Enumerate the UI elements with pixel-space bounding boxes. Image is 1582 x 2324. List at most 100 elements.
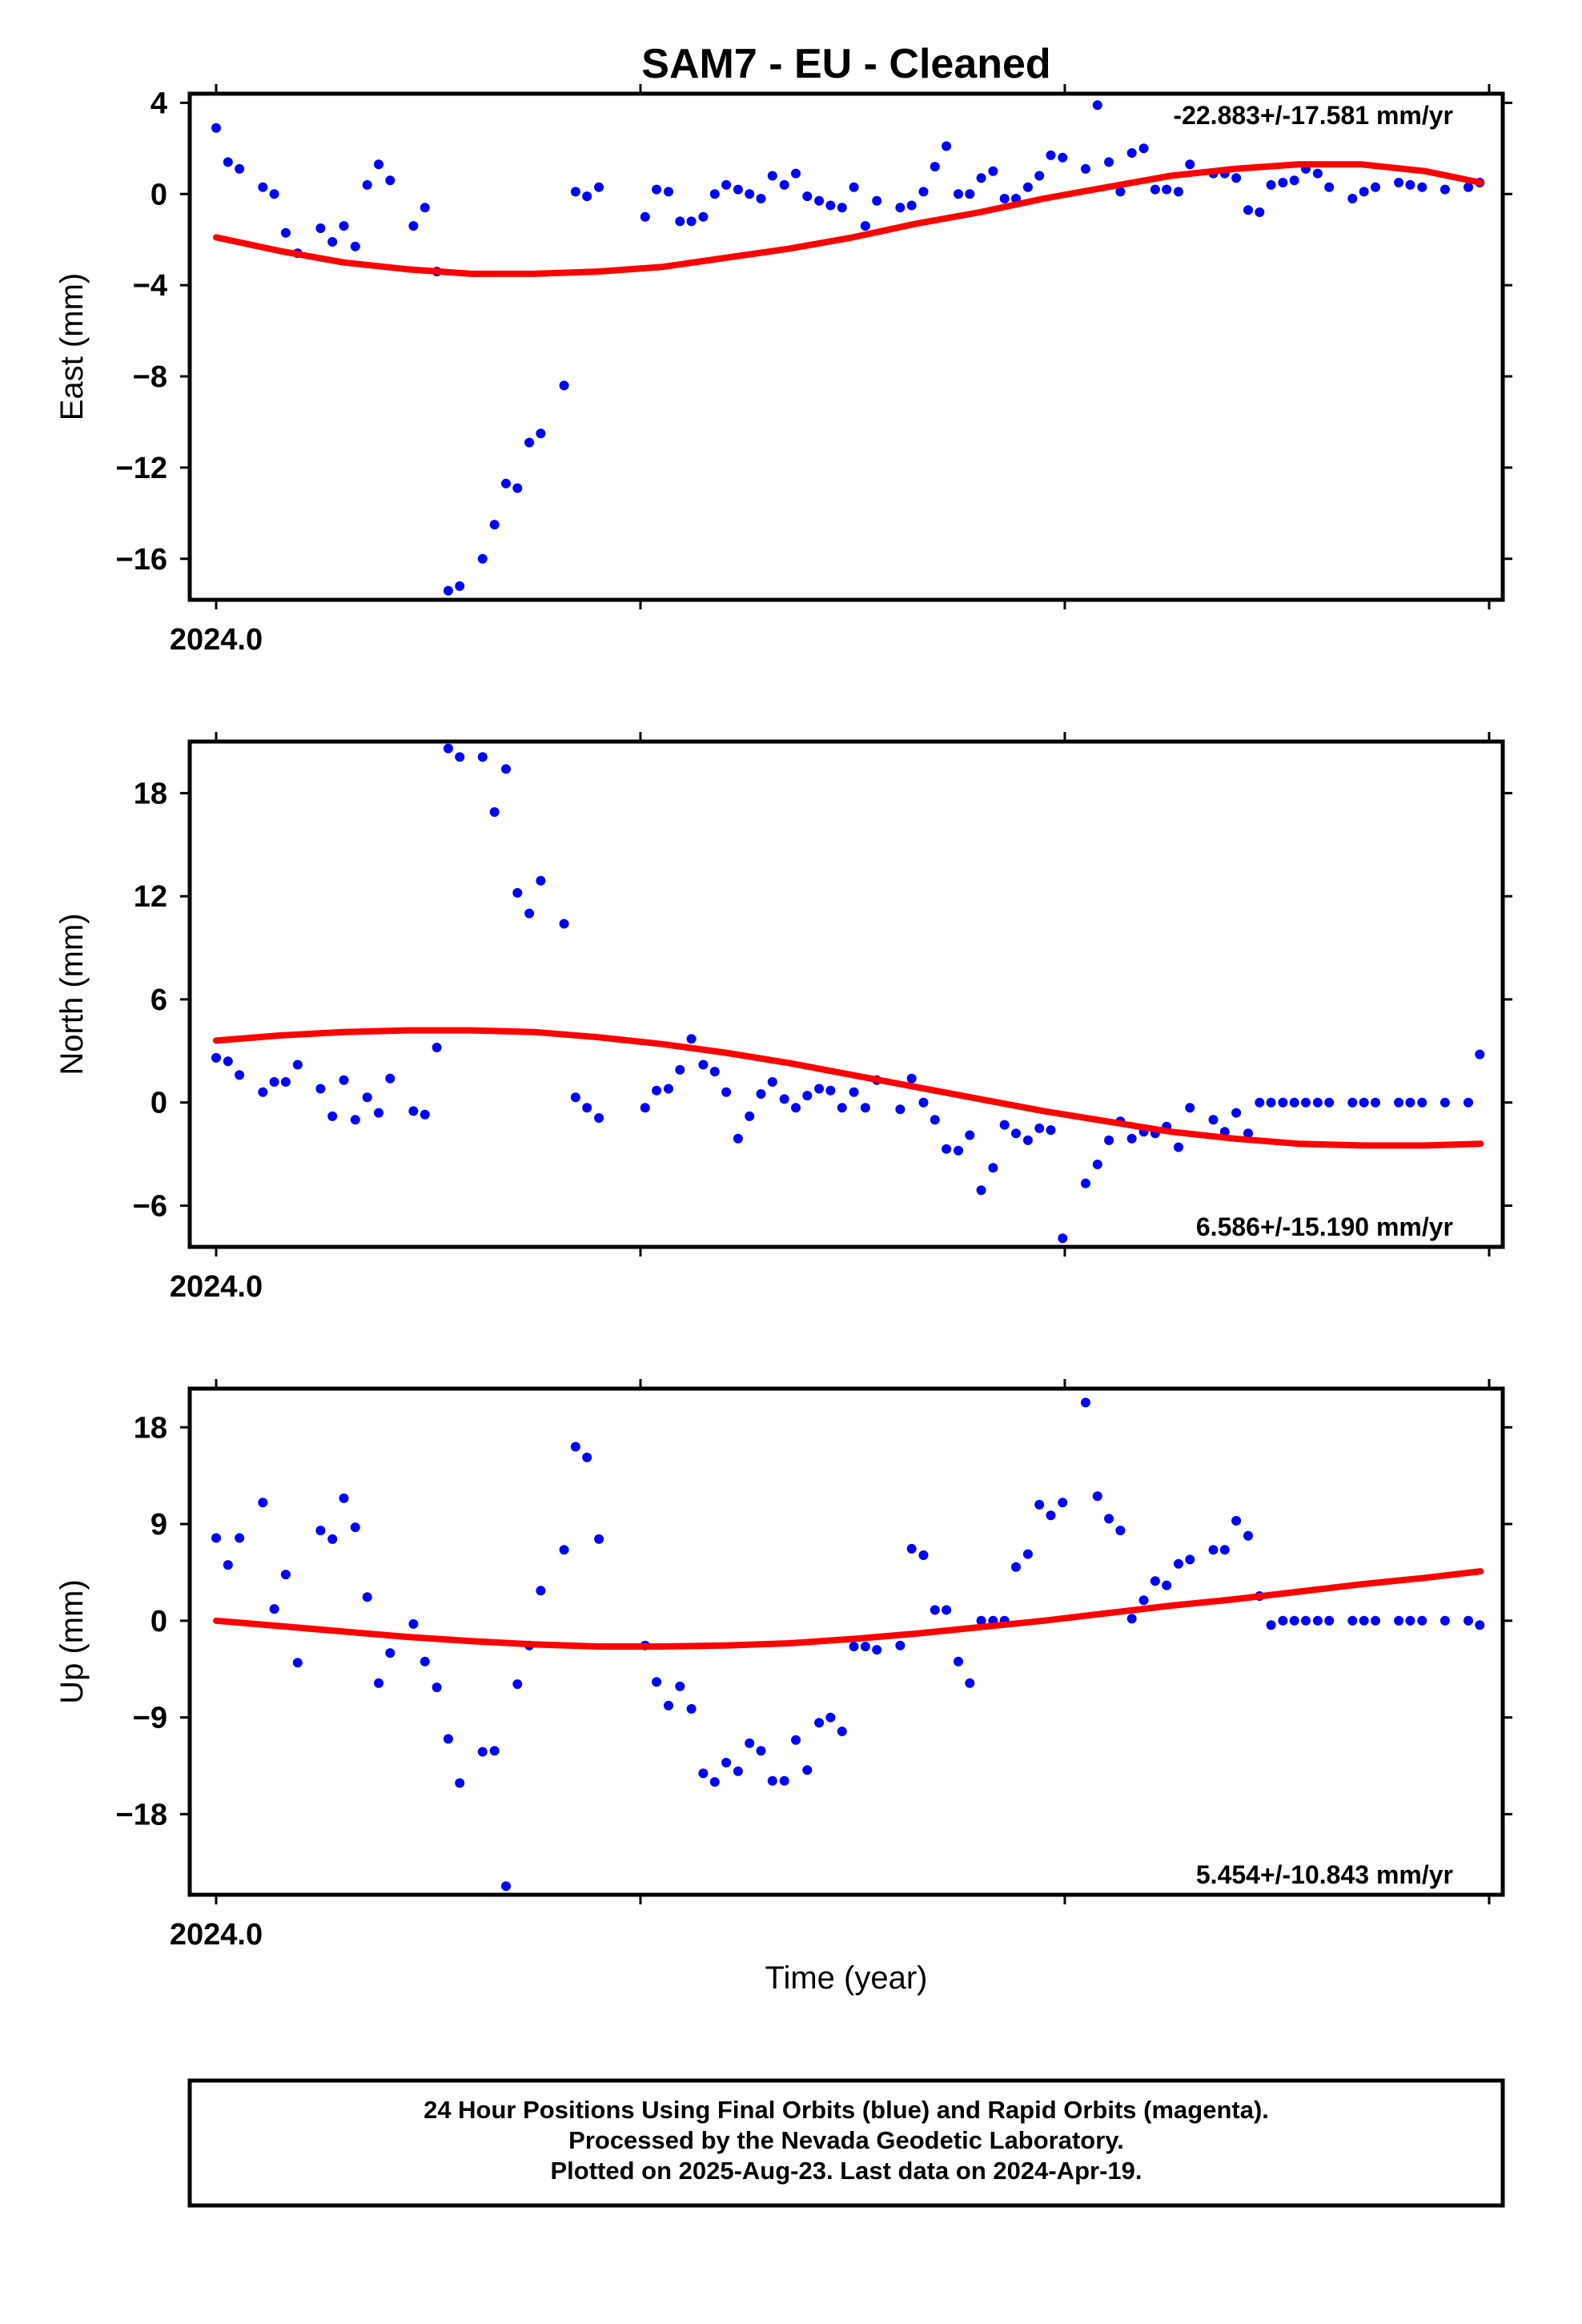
east-data-point [721, 179, 732, 190]
up-data-point [280, 1570, 291, 1580]
up-data-point [1347, 1615, 1358, 1626]
up-data-point [374, 1678, 383, 1688]
north-data-point [1058, 1233, 1068, 1244]
east-data-point [258, 182, 268, 192]
north-data-point [350, 1115, 360, 1125]
east-plot-frame [187, 91, 1505, 602]
east-data-point [906, 200, 917, 211]
east-rate-annotation: -22.883+/-17.581 mm/yr [1173, 101, 1453, 130]
up-data-point [512, 1679, 523, 1689]
up-xtick-label: 2024.0 [170, 1918, 263, 1952]
north-data-point [524, 908, 535, 919]
north-data-point [594, 1113, 604, 1123]
up-data-point [930, 1605, 940, 1615]
east-xtick-label: 2024.0 [170, 623, 263, 657]
north-data-point [640, 1103, 650, 1113]
north-ytick-label: 12 [134, 880, 167, 914]
east-data-point [849, 182, 859, 192]
north-data-point [1278, 1097, 1288, 1108]
north-data-area [211, 743, 1485, 1244]
east-data-point [362, 179, 372, 190]
north-data-point [999, 1120, 1010, 1130]
up-data-point [802, 1765, 813, 1775]
north-panel: 18 12 6 0 −6 2024.0 North (mm) 6.586+/-15.190 m… [54, 732, 1512, 1304]
east-ytick-label: −8 [133, 360, 167, 394]
east-ytick-label: 0 [151, 178, 167, 211]
north-data-point [1347, 1097, 1358, 1108]
up-data-point [315, 1526, 326, 1536]
east-data-point [443, 585, 453, 596]
north-data-point [211, 1052, 221, 1063]
up-data-point [455, 1778, 465, 1788]
up-data-point [1324, 1615, 1335, 1626]
up-data-point [1022, 1549, 1033, 1559]
north-data-point [1324, 1097, 1335, 1108]
north-data-point [501, 764, 511, 774]
north-data-point [791, 1103, 801, 1113]
up-data-point [779, 1775, 789, 1786]
east-data-point [675, 216, 685, 227]
north-data-point [686, 1034, 697, 1044]
east-data-point [1081, 163, 1090, 174]
up-data-point [258, 1498, 268, 1508]
footer-line-2: Processed by the Nevada Geodetic Laborat… [568, 2126, 1124, 2154]
north-ytick-label: −6 [133, 1189, 167, 1223]
up-data-point [292, 1658, 303, 1668]
east-data-point [582, 191, 592, 202]
north-data-point [1439, 1097, 1450, 1108]
north-data-point [489, 807, 500, 817]
east-ytick-label: 4 [151, 86, 167, 120]
up-data-point [1011, 1562, 1021, 1572]
up-data-point [849, 1642, 859, 1651]
east-data-point [1324, 182, 1335, 192]
east-data-point [965, 189, 975, 199]
north-data-point [954, 1145, 963, 1156]
north-data-point [1104, 1135, 1114, 1145]
east-data-point [269, 189, 279, 199]
east-data-point [1058, 152, 1068, 163]
up-data-point [918, 1550, 929, 1560]
up-data-point [942, 1605, 952, 1615]
east-data-point [745, 189, 755, 199]
east-data-point [1347, 194, 1358, 203]
east-data-point [814, 195, 825, 206]
east-data-point [1278, 178, 1288, 187]
up-data-point [1208, 1545, 1219, 1555]
up-data-point [767, 1775, 777, 1786]
up-data-point [895, 1640, 905, 1651]
up-data-point [745, 1738, 755, 1748]
north-data-point [235, 1070, 245, 1080]
north-data-point [1092, 1160, 1102, 1169]
north-data-point [258, 1087, 268, 1097]
up-data-point [1371, 1615, 1380, 1626]
north-data-point [280, 1077, 291, 1087]
east-data-point [1046, 150, 1056, 160]
north-data-point [1359, 1097, 1369, 1108]
up-data-point [664, 1700, 673, 1711]
north-data-point [895, 1104, 905, 1115]
east-data-point [1255, 207, 1265, 217]
east-data-point [999, 194, 1010, 203]
up-data-point [269, 1604, 279, 1614]
up-data-point [1092, 1491, 1102, 1502]
north-data-point [675, 1064, 685, 1075]
east-data-point [350, 241, 360, 251]
east-data-point [1150, 184, 1160, 195]
north-data-point [570, 1092, 580, 1103]
up-data-point [1243, 1530, 1253, 1541]
up-data-point [709, 1777, 720, 1787]
north-data-point [1081, 1178, 1090, 1188]
up-data-point [1126, 1614, 1137, 1624]
footer-box [187, 2078, 1505, 2208]
up-data-point [1138, 1595, 1149, 1606]
north-data-point [362, 1092, 372, 1103]
up-data-point [756, 1746, 766, 1756]
up-data-point [1464, 1615, 1473, 1626]
east-data-point [860, 221, 870, 231]
east-data-point [536, 428, 546, 439]
east-data-point [385, 175, 396, 186]
north-data-point [1231, 1108, 1242, 1118]
up-data-point [1278, 1615, 1288, 1626]
up-data-point [652, 1677, 662, 1687]
north-data-point [767, 1077, 777, 1087]
